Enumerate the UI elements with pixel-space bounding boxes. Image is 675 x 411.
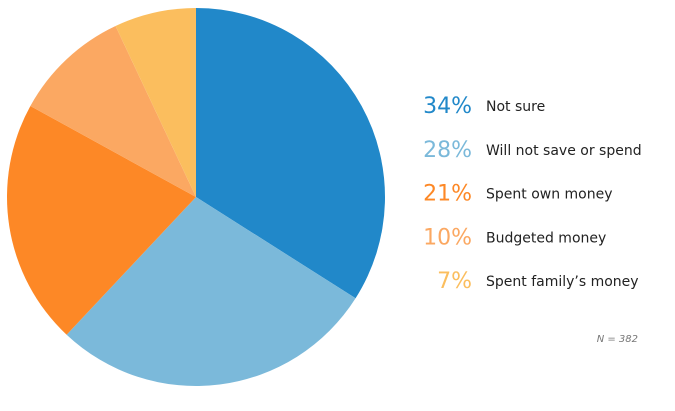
legend-label: Spent own money (486, 187, 613, 203)
legend-label: Not sure (486, 99, 545, 115)
legend-value: 34% (423, 94, 472, 119)
legend-value: 7% (437, 269, 472, 294)
pie-slice (30, 25, 196, 197)
pie-slice (115, 8, 196, 197)
legend-label: Spent family’s money (486, 274, 639, 290)
legend-label: Will not save or spend (486, 143, 642, 159)
pie-slice (6, 105, 197, 335)
note: N = 382 (597, 334, 638, 345)
legend-value: 10% (423, 225, 472, 250)
legend-label: Budgeted money (486, 230, 606, 246)
pie-slice (196, 8, 385, 299)
pie-slice (66, 197, 356, 387)
legend-value: 28% (423, 138, 472, 163)
legend-value: 21% (423, 182, 472, 207)
